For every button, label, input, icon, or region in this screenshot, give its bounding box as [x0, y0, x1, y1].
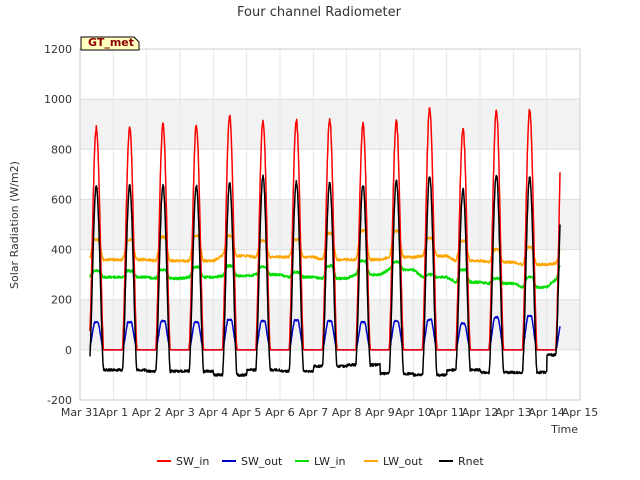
- plot-frame: [79, 48, 581, 401]
- x-tick-label: Apr 4: [199, 406, 229, 419]
- series-layer: [89, 107, 561, 377]
- legend-item-sw-out: SW_out: [222, 455, 283, 468]
- legend: SW_in SW_out LW_in LW_out Rnet: [157, 455, 484, 468]
- plot-bands: [80, 99, 580, 350]
- x-tick-label: Apr 10: [395, 406, 432, 419]
- x-axis-title: Time: [550, 423, 578, 436]
- y-tick-label: 1200: [44, 43, 72, 56]
- plot-band: [80, 299, 580, 350]
- x-tick-label: Apr 13: [495, 406, 532, 419]
- y-tick-label: -200: [47, 394, 72, 407]
- x-tick-label: Apr 5: [232, 406, 262, 419]
- y-tick-label: 0: [65, 344, 72, 357]
- legend-label: SW_in: [176, 455, 209, 468]
- legend-item-rnet: Rnet: [439, 455, 484, 468]
- chart-title: Four channel Radiometer: [237, 5, 402, 20]
- x-tick-label: Apr 15: [562, 406, 599, 419]
- x-tick-label: Apr 11: [428, 406, 465, 419]
- y-tick-label: 400: [51, 244, 72, 257]
- y-tick-label: 1000: [44, 93, 72, 106]
- legend-label: LW_in: [314, 455, 346, 468]
- badge-label: GT_met: [88, 36, 134, 49]
- x-tick-label: Mar 31: [61, 406, 99, 419]
- series-line-rnet: [89, 174, 561, 377]
- badge-box: [80, 36, 140, 51]
- x-tick-label: Apr 2: [132, 406, 162, 419]
- legend-item-lw-in: LW_in: [295, 455, 346, 468]
- x-tick-label: Apr 1: [99, 406, 129, 419]
- x-tick-label: Apr 9: [365, 406, 395, 419]
- legend-item-lw-out: LW_out: [364, 455, 423, 468]
- series-line-sw-in: [89, 107, 561, 351]
- legend-label: LW_out: [383, 455, 423, 468]
- plot-band: [80, 199, 580, 250]
- y-tick-label: 200: [51, 294, 72, 307]
- x-tick-label: Apr 3: [165, 406, 195, 419]
- x-tick-label: Apr 7: [299, 406, 329, 419]
- y-tick-label: 800: [51, 143, 72, 156]
- x-tick-label: Apr 14: [528, 406, 565, 419]
- y-axis-title: Solar Radiation (W/m2): [8, 161, 21, 289]
- legend-label: SW_out: [241, 455, 283, 468]
- x-tick-label: Apr 6: [265, 406, 295, 419]
- legend-item-sw-in: SW_in: [157, 455, 209, 468]
- y-tick-label: 600: [51, 193, 72, 206]
- x-tick-label: Apr 12: [462, 406, 499, 419]
- legend-label: Rnet: [458, 455, 484, 468]
- x-tick-label: Apr 8: [332, 406, 362, 419]
- gt-met-badge: GT_met: [80, 36, 140, 51]
